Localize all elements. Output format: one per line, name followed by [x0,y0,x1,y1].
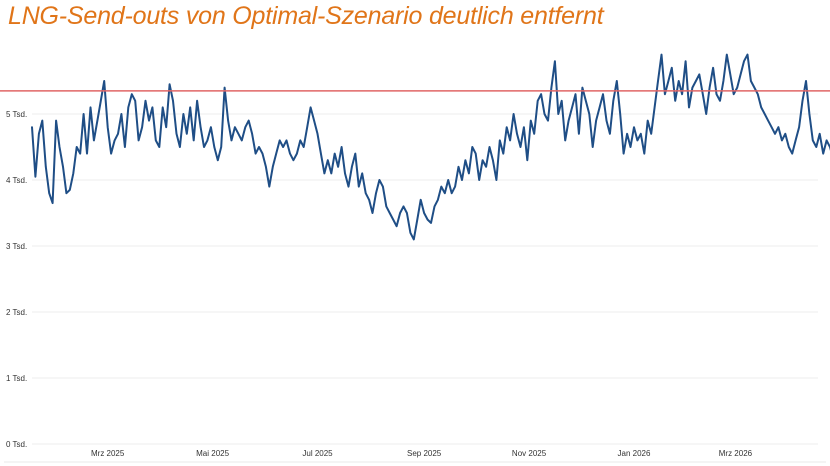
x-tick-label: Jan 2026 [618,449,651,458]
x-tick-label: Sep 2025 [407,449,442,458]
y-axis: 0 Tsd. 1 Tsd. 2 Tsd. 3 Tsd. 4 Tsd. 5 Tsd. [6,110,27,449]
series-group [31,53,830,241]
x-tick-label: Mrz 2025 [91,449,125,458]
y-tick-label: 1 Tsd. [6,374,27,383]
x-tick-label: Jul 2025 [302,449,333,458]
y-tick-label: 5 Tsd. [6,110,27,119]
x-tick-label: Nov 2025 [512,449,547,458]
y-tick-label: 3 Tsd. [6,242,27,251]
y-tick-label: 2 Tsd. [6,308,27,317]
x-axis: Mrz 2025 Mai 2025 Jul 2025 Sep 2025 Nov 2025… [4,449,826,463]
x-tick-label: Mai 2025 [196,449,229,458]
y-tick-label: 4 Tsd. [6,176,27,185]
gridlines [32,113,818,445]
x-tick-label: Mrz 2026 [719,449,753,458]
chart-title: LNG-Send-outs von Optimal-Szenario deutl… [8,2,604,30]
series-line [31,53,830,241]
y-tick-label: 0 Tsd. [6,440,27,449]
